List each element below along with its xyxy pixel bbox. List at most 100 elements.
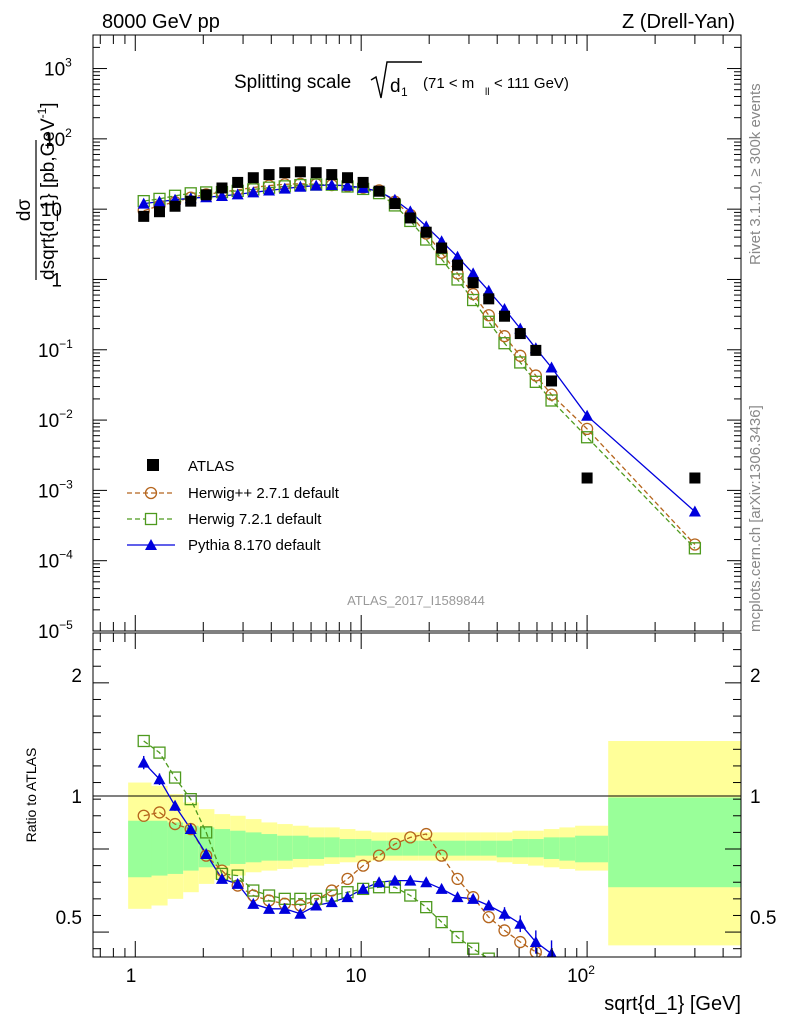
- legend-herwigpp-label: Herwig++ 2.7.1 default: [188, 485, 340, 502]
- ratio-pythia-point: [435, 882, 448, 894]
- ratio-herwig7-point: [466, 942, 480, 955]
- herwig7-point: [529, 375, 542, 388]
- ratio-pythia-point: [231, 877, 244, 889]
- ratio-pythia-point: [169, 799, 182, 811]
- legend-herwig7-marker: [144, 512, 158, 526]
- atlas-point: [499, 310, 511, 322]
- herwig7-point: [580, 431, 594, 444]
- xtick-1: 1: [126, 966, 137, 987]
- ratio-pythia-point: [482, 899, 495, 911]
- ratio-herwig7-point: [137, 734, 150, 748]
- atlas-point: [514, 328, 526, 340]
- legend: ATLAS Herwig++ 2.7.1 default Herwig 7.2.…: [127, 458, 340, 554]
- ratio-ytick-left-2: 2: [71, 666, 82, 687]
- pythia-point: [263, 184, 276, 196]
- herwig7-point: [688, 542, 702, 555]
- ratio-herwig7-point: [546, 980, 557, 991]
- ratio-pythia-point: [404, 874, 417, 886]
- atlas-point: [452, 259, 464, 271]
- ratio-pythia-point: [153, 773, 166, 785]
- main-ytick-label: 10: [41, 200, 62, 221]
- ratio-herwigpp-point: [514, 935, 527, 949]
- main-ytick-label: 103: [44, 56, 72, 81]
- legend-atlas-marker: [147, 459, 159, 471]
- ratio-herwig7-point: [451, 930, 464, 944]
- herwig7-point: [466, 293, 480, 307]
- ratio-ytick-right-0p5: 0.5: [750, 908, 776, 929]
- ratio-uncertainty-bands: [128, 741, 741, 946]
- band-green: [480, 840, 497, 856]
- pythia-point: [310, 179, 323, 191]
- band-green: [292, 835, 309, 859]
- pythia-point: [545, 361, 558, 373]
- atlas-point: [467, 277, 479, 289]
- herwig7-point: [451, 273, 464, 286]
- header-right: Z (Drell-Yan): [622, 11, 735, 33]
- atlas-point: [185, 195, 197, 207]
- title-sym: d: [390, 76, 401, 97]
- band-green: [324, 837, 340, 858]
- ratio-herwig7-point: [294, 892, 307, 905]
- band-green: [386, 840, 403, 856]
- main-ytick-label-exp: −2: [59, 407, 73, 421]
- ratio-herwig7-point: [482, 952, 495, 957]
- ratio-herwig7-point: [435, 915, 448, 929]
- pythia-point: [215, 189, 228, 201]
- legend-atlas-label: ATLAS: [188, 458, 234, 475]
- atlas-point: [263, 169, 275, 181]
- ratio-herwig7-point: [200, 826, 213, 839]
- ratio-herwigpp-point: [420, 827, 433, 841]
- ratio-herwigpp-point: [168, 817, 182, 831]
- main-ytick-label-exp: −1: [59, 337, 73, 351]
- band-green: [230, 830, 246, 864]
- main-y-axis-label: dσ dsqrt{d_1} [pb,GeV-1]: [14, 102, 59, 280]
- mcplots-reference-label: mcplots.cern.ch [arXiv:1306.3436]: [747, 405, 764, 632]
- band-green: [245, 832, 262, 863]
- ratio-pythia-point: [325, 896, 338, 908]
- pythia-point: [231, 188, 244, 200]
- pythia-point: [341, 179, 354, 191]
- main-ytick-label-exp: −3: [59, 477, 73, 491]
- ratio-herwigpp-point: [482, 910, 495, 924]
- main-ytick-label: 10−1: [38, 337, 73, 362]
- main-ytick-label: 10−4: [38, 548, 73, 573]
- atlas-point: [169, 200, 181, 212]
- band-green: [559, 837, 576, 861]
- title-main: Splitting scale: [234, 72, 351, 93]
- main-ytick-label-exp: 3: [65, 56, 72, 70]
- herwig7-point: [514, 356, 527, 369]
- ratio-herwig7-point: [420, 901, 433, 914]
- title-range-sub: ll: [485, 87, 489, 98]
- band-green: [512, 839, 529, 858]
- atlas-point: [404, 212, 416, 224]
- ratio-pythia-point: [200, 847, 213, 859]
- ratio-ytick-left-0p5: 0.5: [56, 908, 82, 929]
- main-ytick-label-exp: 2: [65, 126, 72, 140]
- band-green: [402, 840, 419, 856]
- atlas-point: [200, 189, 212, 201]
- pythia-point: [247, 186, 260, 198]
- ratio-pythia-point: [263, 902, 276, 914]
- band-green: [608, 797, 741, 888]
- pythia-point: [688, 505, 701, 517]
- ylabel-bottom: dsqrt{d_1} [pb,GeV-1]: [35, 102, 59, 280]
- analysis-label: ATLAS_2017_I1589844: [347, 593, 485, 608]
- herwig7-point: [482, 315, 495, 328]
- ratio-pythia-point: [514, 917, 527, 929]
- pythia-point: [278, 182, 291, 194]
- atlas-point: [357, 176, 369, 188]
- band-green: [128, 820, 152, 878]
- band-green: [151, 820, 168, 876]
- ratio-pythia-point: [546, 947, 557, 957]
- ratio-herwigpp-point: [372, 849, 386, 862]
- pythia-point: [581, 409, 594, 421]
- band-green: [575, 835, 609, 863]
- ratio-herwigpp-point: [451, 872, 464, 886]
- x-axis-label: sqrt{d_1} [GeV]: [604, 993, 741, 1015]
- atlas-point: [546, 375, 558, 387]
- title-sub: 1: [401, 85, 408, 99]
- legend-herwig7-label: Herwig 7.2.1 default: [188, 511, 322, 528]
- ratio-herwig7-point: [153, 746, 166, 759]
